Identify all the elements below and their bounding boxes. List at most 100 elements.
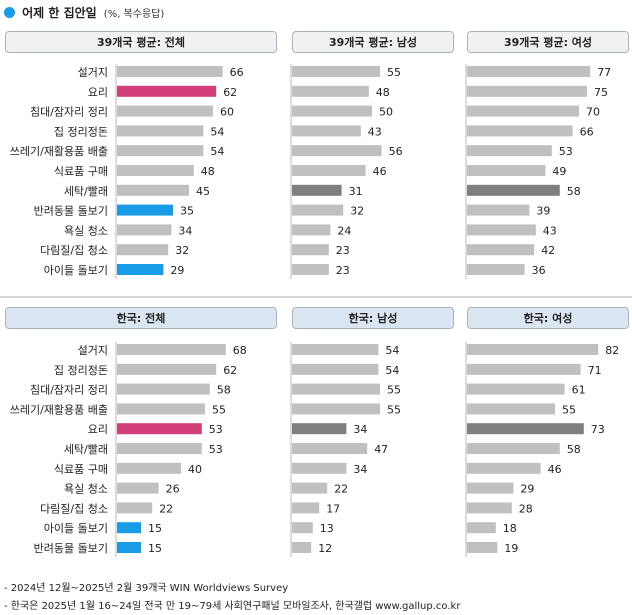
bar-korea-male	[292, 502, 320, 514]
panel-header-korea-female: 한국: 여성	[467, 307, 629, 329]
category-label: 아이들 돌보기	[44, 264, 108, 277]
bar-world-female	[467, 204, 530, 216]
panel-header-world-male: 39개국 평균: 남성	[292, 31, 454, 53]
chart-title-text: 어제 한 집안일	[22, 6, 97, 20]
value-label: 62	[223, 86, 237, 99]
value-label: 46	[548, 463, 562, 476]
value-label: 34	[353, 423, 367, 436]
bar-korea-male	[292, 383, 380, 395]
value-label: 47	[374, 443, 388, 456]
bar-korea-total	[117, 462, 181, 474]
value-label: 55	[387, 384, 401, 397]
bar-korea-total	[117, 344, 226, 355]
footnote-korea-survey: - 한국은 2025년 1월 16~24일 전국 만 19~79세 사회연구패널…	[4, 601, 461, 612]
value-label: 48	[376, 86, 390, 99]
bar-world-male	[292, 184, 342, 196]
bar-korea-female	[467, 383, 565, 395]
value-label: 62	[223, 364, 237, 377]
bar-world-total	[117, 105, 213, 117]
value-label: 58	[567, 443, 581, 456]
bar-world-male	[292, 66, 380, 77]
value-label: 56	[389, 145, 403, 158]
value-label: 73	[591, 423, 605, 436]
value-label: 66	[580, 125, 594, 138]
panel-header-world-female: 39개국 평균: 여성	[467, 31, 629, 53]
value-label: 35	[180, 205, 194, 218]
value-label: 45	[196, 185, 210, 198]
value-label: 53	[559, 145, 573, 158]
category-label: 집 정리정돈	[54, 364, 108, 377]
bar-world-male	[292, 264, 329, 275]
bar-korea-female	[467, 363, 581, 375]
value-label: 15	[148, 542, 162, 555]
category-label: 반려동물 돌보기	[34, 542, 108, 555]
bar-world-total	[117, 244, 169, 256]
bar-korea-total	[117, 522, 141, 534]
bar-korea-female	[467, 522, 496, 534]
bar-korea-total	[117, 403, 205, 415]
value-label: 77	[597, 66, 611, 79]
category-label: 욕실 청소	[64, 224, 108, 237]
bar-world-total	[117, 66, 223, 77]
value-label: 22	[334, 483, 348, 496]
panel-header-korea-total: 한국: 전체	[5, 307, 277, 329]
bar-world-female	[467, 244, 535, 256]
value-label: 61	[572, 384, 586, 397]
category-label: 식료품 구매	[54, 165, 108, 178]
category-label: 설거지	[78, 344, 108, 357]
category-label: 요리	[88, 423, 108, 436]
bar-korea-female	[467, 443, 560, 454]
bar-korea-male	[292, 344, 379, 355]
category-label: 침대/잠자리 정리	[30, 384, 108, 397]
bar-korea-total	[117, 542, 141, 553]
bar-korea-male	[292, 522, 313, 534]
bar-world-female	[467, 125, 573, 137]
value-label: 32	[350, 205, 364, 218]
chart-subtitle: (%, 복수응답)	[103, 9, 165, 20]
value-label: 40	[188, 463, 202, 476]
value-label: 46	[373, 165, 387, 178]
value-label: 29	[170, 264, 184, 277]
bar-korea-female	[467, 423, 584, 435]
value-label: 32	[175, 244, 189, 257]
value-label: 70	[586, 106, 600, 119]
value-label: 50	[379, 106, 393, 119]
bar-world-female	[467, 165, 546, 176]
bar-korea-total	[117, 443, 202, 454]
category-label: 쓰레기/재활용품 배출	[10, 402, 108, 416]
value-label: 23	[336, 244, 350, 257]
panel-header-world-total: 39개국 평균: 전체	[5, 31, 277, 53]
value-label: 58	[217, 384, 231, 397]
bar-world-total	[117, 264, 164, 275]
bar-world-female	[467, 184, 560, 196]
value-label: 29	[520, 483, 534, 496]
value-label: 28	[519, 502, 533, 515]
bar-world-female	[467, 85, 587, 97]
category-label: 세탁/빨래	[64, 443, 108, 456]
bar-korea-total	[117, 383, 210, 395]
category-label: 침대/잠자리 정리	[30, 106, 108, 119]
bar-world-total	[117, 184, 189, 196]
value-label: 55	[562, 403, 576, 416]
category-label: 반려동물 돌보기	[34, 205, 108, 218]
bar-korea-female	[467, 403, 555, 415]
value-label: 60	[220, 106, 234, 119]
category-label: 설거지	[78, 66, 108, 79]
bar-world-male	[292, 125, 361, 137]
bar-korea-male	[292, 482, 328, 494]
bar-korea-female	[467, 344, 599, 355]
value-label: 43	[368, 125, 382, 138]
bar-world-total	[117, 125, 204, 137]
value-label: 54	[385, 344, 399, 357]
value-label: 55	[212, 403, 226, 416]
category-label: 식료품 구매	[54, 463, 108, 476]
value-label: 75	[594, 86, 608, 99]
bar-world-male	[292, 145, 382, 157]
bar-korea-male	[292, 443, 368, 454]
category-label: 욕실 청소	[64, 483, 108, 496]
value-label: 15	[148, 522, 162, 535]
value-label: 48	[201, 165, 215, 178]
bar-world-female	[467, 264, 525, 275]
value-label: 43	[543, 224, 557, 237]
